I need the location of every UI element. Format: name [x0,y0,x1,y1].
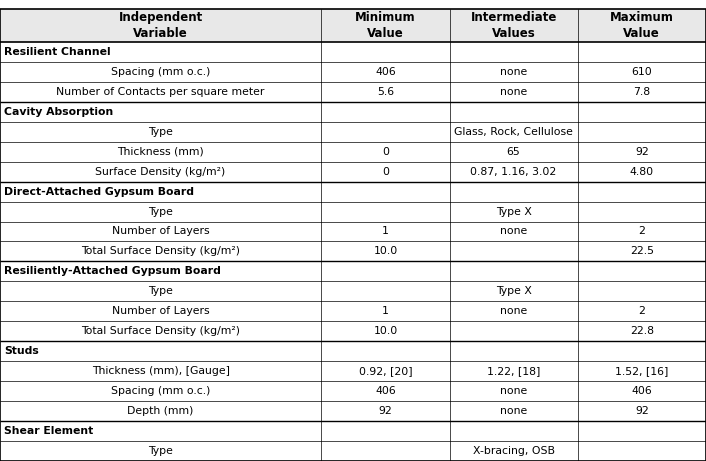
Text: Resiliently-Attached Gypsum Board: Resiliently-Attached Gypsum Board [4,266,221,277]
Text: none: none [500,87,527,97]
Text: 7.8: 7.8 [633,87,650,97]
Text: Number of Layers: Number of Layers [112,226,210,236]
Text: 4.80: 4.80 [630,166,654,177]
Text: Surface Density (kg/m²): Surface Density (kg/m²) [95,166,226,177]
Text: none: none [500,386,527,396]
Text: 10.0: 10.0 [373,326,397,336]
Text: Type X: Type X [496,286,532,296]
Text: Direct-Attached Gypsum Board: Direct-Attached Gypsum Board [4,187,194,196]
Text: 0: 0 [382,166,389,177]
Text: Number of Contacts per square meter: Number of Contacts per square meter [56,87,265,97]
Text: 0.87, 1.16, 3.02: 0.87, 1.16, 3.02 [470,166,557,177]
Text: Independent
Variable: Independent Variable [119,11,203,40]
Text: Type: Type [148,286,173,296]
Text: Resilient Channel: Resilient Channel [4,47,111,57]
Text: 92: 92 [635,406,649,416]
Text: Intermediate
Values: Intermediate Values [470,11,557,40]
Text: Glass, Rock, Cellulose: Glass, Rock, Cellulose [454,127,573,137]
Text: Studs: Studs [4,346,39,356]
Text: 22.8: 22.8 [630,326,654,336]
Text: Number of Layers: Number of Layers [112,306,210,316]
Text: Type: Type [148,446,173,456]
Text: 10.0: 10.0 [373,247,397,256]
Text: 2: 2 [638,226,645,236]
Text: 2: 2 [638,306,645,316]
Text: Cavity Absorption: Cavity Absorption [4,107,114,117]
Text: Total Surface Density (kg/m²): Total Surface Density (kg/m²) [81,326,240,336]
Bar [0,9,706,42]
Text: Thickness (mm), [Gauge]: Thickness (mm), [Gauge] [92,366,229,376]
Text: 406: 406 [375,67,396,77]
Text: none: none [500,406,527,416]
Text: 406: 406 [631,386,652,396]
Text: Spacing (mm o.c.): Spacing (mm o.c.) [111,386,210,396]
Text: Shear Element: Shear Element [4,426,93,436]
Text: 1.52, [16]: 1.52, [16] [615,366,669,376]
Text: 22.5: 22.5 [630,247,654,256]
Text: 65: 65 [507,147,520,157]
Text: 0.92, [20]: 0.92, [20] [359,366,412,376]
Text: none: none [500,226,527,236]
Text: none: none [500,306,527,316]
Text: 610: 610 [631,67,652,77]
Text: Type: Type [148,207,173,217]
Text: 0: 0 [382,147,389,157]
Text: 92: 92 [378,406,393,416]
Text: 92: 92 [635,147,649,157]
Text: 5.6: 5.6 [377,87,394,97]
Text: Spacing (mm o.c.): Spacing (mm o.c.) [111,67,210,77]
Text: Total Surface Density (kg/m²): Total Surface Density (kg/m²) [81,247,240,256]
Text: 1: 1 [382,306,389,316]
Text: Minimum
Value: Minimum Value [355,11,416,40]
Text: 1: 1 [382,226,389,236]
Text: 406: 406 [375,386,396,396]
Text: Type: Type [148,127,173,137]
Text: Type X: Type X [496,207,532,217]
Text: 1.22, [18]: 1.22, [18] [487,366,540,376]
Text: Thickness (mm): Thickness (mm) [117,147,204,157]
Text: Maximum
Value: Maximum Value [610,11,674,40]
Text: Depth (mm): Depth (mm) [127,406,194,416]
Text: X-bracing, OSB: X-bracing, OSB [472,446,555,456]
Text: none: none [500,67,527,77]
